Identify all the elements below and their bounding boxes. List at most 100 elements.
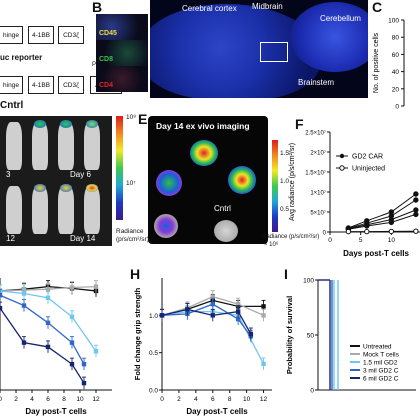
y-axis-label: Probability of survival <box>285 296 294 374</box>
scale-bottom: 10⁷ <box>126 180 136 187</box>
scale-tick: 1.5 <box>280 150 290 157</box>
data-point <box>413 211 419 218</box>
data-point <box>210 313 215 318</box>
data-point <box>261 361 266 367</box>
brain-section-image: Cerebral cortex Midbrain Cerebellum Brai… <box>150 0 368 98</box>
data-point <box>210 301 215 307</box>
cntrl-label: Cntrl <box>0 100 24 111</box>
y-tick-label: 0 <box>395 104 399 111</box>
data-point <box>93 284 99 289</box>
series-line <box>348 209 417 230</box>
day-label: Day 6 <box>70 170 91 179</box>
y-tick-label: 2×10⁷ <box>310 150 326 157</box>
panel-label-b: B <box>92 0 103 15</box>
series-line <box>0 294 85 365</box>
legend-label: Mock T cells <box>363 352 400 359</box>
chart-c: 0 20 40 60 80 100 No. of positive cells <box>373 18 405 111</box>
x-tick-label: 4 <box>194 396 198 403</box>
x-axis-label: Days post-T cells <box>343 249 409 258</box>
x-tick-label: 5 <box>359 237 363 244</box>
x-tick-label: 0 <box>160 396 164 403</box>
series-line <box>348 193 417 229</box>
data-point <box>413 197 419 203</box>
radiance-colorbar <box>116 116 123 220</box>
y-tick-label: 100 <box>388 18 399 25</box>
y-tick-label: 40 <box>392 69 400 76</box>
x-tick-label: 4 <box>30 396 34 403</box>
radiance-label: Radiance (p/s/cm²/sr) <box>116 228 149 243</box>
bli-mice-image: 3 Day 6 12 Day 14 <box>0 116 112 246</box>
data-point <box>81 380 87 386</box>
x-tick-label: 0 <box>328 237 332 244</box>
y-axis-label: Fold change grip strength <box>133 287 142 380</box>
y-tick-label: 5×10⁷ <box>310 210 326 217</box>
data-point <box>69 340 75 345</box>
panel-label-h: H <box>130 266 141 282</box>
chart-f: 0 5×10⁷ 1×10⁷ 1.5×10⁷ 2×10⁷ 2.5×10⁷ 0 5 10 Avg ra… <box>289 130 420 258</box>
data-point <box>261 304 266 309</box>
x-tick-label: 2 <box>177 396 181 403</box>
series-line <box>348 213 417 230</box>
data-point <box>21 291 27 296</box>
x-tick-label: 12 <box>92 396 100 403</box>
costim-box: 4-1BB <box>28 26 54 44</box>
y-tick-label: 20 <box>392 86 400 93</box>
chart-h: 0.0 0.5 1.0 0 2 4 6 8 10 12 Day post-T cells Fold c… <box>133 278 272 416</box>
data-point <box>69 314 75 319</box>
legend-marker <box>339 153 345 159</box>
y-tick-label: 60 <box>392 52 400 59</box>
data-point <box>364 228 370 235</box>
chart-i: 0 50 100 Probability of survival UntreatedMo… <box>285 278 416 395</box>
scale-tick: 1.0 <box>280 178 290 185</box>
x-tick-label: 8 <box>62 396 66 403</box>
y-tick-label: 1.5×10⁷ <box>305 170 326 177</box>
y-tick-label: 1.0 <box>149 313 158 320</box>
region-label: Cerebral cortex <box>182 4 237 13</box>
y-tick-label: 0 <box>310 388 314 395</box>
x-axis-label: Day post-T cells <box>25 407 87 416</box>
data-point <box>0 305 3 311</box>
scale-top: 10⁸ <box>126 114 136 121</box>
channel-cd8: CD8 <box>99 56 114 63</box>
reporter-label: uc reporter <box>0 53 43 62</box>
day-label: Day 14 <box>70 234 96 243</box>
ex-vivo-image: Day 14 ex vivo imaging Cntrl <box>148 116 268 244</box>
data-point <box>235 316 241 322</box>
x-tick-label: 10 <box>76 396 84 403</box>
data-point <box>45 320 51 325</box>
channel-cd45: CD45 <box>99 30 117 37</box>
series-line <box>348 199 417 229</box>
data-point <box>345 228 352 235</box>
y-tick-label: 2.5×10⁷ <box>305 130 326 137</box>
data-point <box>261 313 266 318</box>
construct-row-1: hinge 4-1BB CD3ζ <box>0 24 90 46</box>
legend-label: GD2 CAR <box>352 154 383 161</box>
region-label: Midbrain <box>252 2 283 11</box>
x-axis-label: Day post-T cells <box>186 407 248 416</box>
y-tick-label: 0.5 <box>149 350 158 357</box>
panel-label-c: C <box>372 0 383 15</box>
series-line <box>0 307 85 384</box>
scale-exponent: × 10⁶ <box>264 242 279 248</box>
cntrl-label: Cntrl <box>214 204 231 213</box>
data-point <box>93 349 99 354</box>
day-label: 12 <box>6 234 15 243</box>
legend-label: Uninjected <box>352 166 385 173</box>
panel-label-i: I <box>284 266 288 282</box>
scale-tick: 0.5 <box>280 206 290 213</box>
x-tick-label: 10 <box>243 396 251 403</box>
y-tick-label: 0.0 <box>149 388 158 395</box>
data-point <box>235 301 241 307</box>
region-label: Brainstem <box>298 78 335 87</box>
data-point <box>388 228 395 235</box>
x-tick-label: 6 <box>46 396 50 403</box>
hinge-box: hinge <box>0 76 23 94</box>
data-point <box>0 293 3 298</box>
if-channel-stack: CD45 CD8 CD4 <box>96 14 148 92</box>
data-point <box>235 309 241 314</box>
legend-label: 6 mil GD2 C <box>363 376 399 383</box>
channel-cd4: CD4 <box>99 82 114 89</box>
x-tick-label: 0 <box>0 396 2 403</box>
day-label: 3 <box>6 170 11 179</box>
data-point <box>81 361 87 367</box>
